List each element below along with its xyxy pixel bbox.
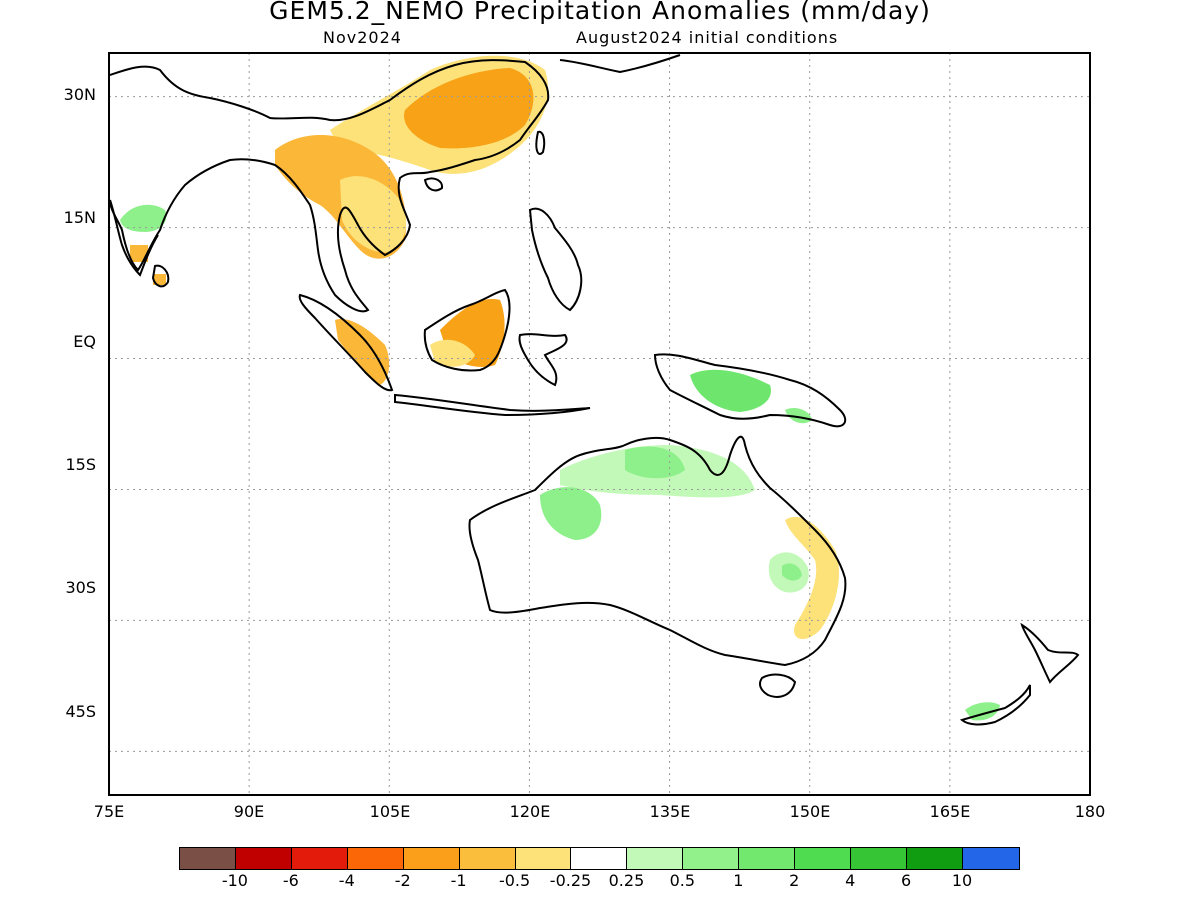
lat-label-15s: 15S xyxy=(65,455,96,474)
lon-label-150e: 150E xyxy=(789,802,831,821)
lon-label-120e: 120E xyxy=(509,802,551,821)
colorbar-swatch xyxy=(235,848,292,869)
coast-asia xyxy=(109,59,550,313)
dry-anomaly-sumatra xyxy=(335,319,390,385)
lon-label-90e: 90E xyxy=(233,802,265,821)
wet-anomaly-kimberley xyxy=(540,487,602,540)
colorbar-label: 0.5 xyxy=(669,871,696,890)
colorbar-swatch xyxy=(739,848,796,869)
coast-java xyxy=(394,393,591,417)
chart-title: GEM5.2_NEMO Precipitation Anomalies (mm/… xyxy=(269,0,931,25)
dry-anomaly-china-core xyxy=(404,68,534,149)
wet-anomaly-png-east xyxy=(785,408,812,424)
coastlines xyxy=(109,54,1080,726)
lon-label-75e: 75E xyxy=(93,802,125,821)
coast-taiwan xyxy=(535,130,546,155)
coast-new-guinea xyxy=(653,353,847,428)
colorbar-label: -6 xyxy=(282,871,299,890)
colorbar-swatch xyxy=(627,848,684,869)
colorbar-label: -0.25 xyxy=(549,871,592,890)
coast-hainan xyxy=(423,177,444,192)
lon-label-135e: 135E xyxy=(649,802,691,821)
colorbar-swatch xyxy=(291,848,348,869)
lat-label-eq: EQ xyxy=(73,332,96,351)
colorbar-swatch xyxy=(571,848,628,869)
colorbar-label: -10 xyxy=(221,871,248,890)
initial-conditions: August2024 initial conditions xyxy=(576,28,839,47)
lat-label-45s: 45S xyxy=(65,702,96,721)
coast-japan xyxy=(559,54,681,74)
colorbar-label: -1 xyxy=(450,871,467,890)
colorbar-label: 1 xyxy=(733,871,744,890)
wet-anomaly-india xyxy=(120,204,167,232)
coast-tasmania xyxy=(759,673,797,698)
coast-sulawesi xyxy=(518,333,568,387)
anomaly-fields xyxy=(120,55,1000,721)
colorbar-swatch xyxy=(180,848,236,869)
coast-philippines xyxy=(528,207,583,312)
coast-borneo xyxy=(423,288,511,372)
dry-anomaly-e-australia xyxy=(785,516,840,640)
colorbar-swatch xyxy=(403,848,460,869)
dry-anomaly-borneo-light xyxy=(430,339,475,367)
colorbar-swatch xyxy=(906,848,963,869)
colorbar xyxy=(179,847,1020,870)
coast-australia xyxy=(468,435,847,667)
colorbar-label: 6 xyxy=(900,871,912,890)
coast-nz-south xyxy=(959,684,1031,726)
dry-anomaly-srilanka xyxy=(153,274,166,285)
colorbar-swatch xyxy=(962,848,1019,869)
colorbar-swatch xyxy=(515,848,572,869)
lat-label-30n: 30N xyxy=(63,85,96,104)
coast-sumatra xyxy=(298,293,394,392)
coast-india xyxy=(109,199,159,277)
colorbar-swatch xyxy=(795,848,852,869)
wet-anomaly-e-australia-core xyxy=(782,563,802,581)
colorbar-label: -2 xyxy=(394,871,411,890)
colorbar-label: 4 xyxy=(845,871,856,890)
colorbar-swatch xyxy=(459,848,516,869)
lat-label-30s: 30S xyxy=(65,578,96,597)
wet-anomaly-n-australia-core xyxy=(625,446,685,479)
coast-srilanka xyxy=(151,264,170,288)
colorbar-swatch xyxy=(683,848,740,869)
lat-lon-grid xyxy=(109,53,1090,795)
colorbar-swatch xyxy=(347,848,404,869)
valid-month: Nov2024 xyxy=(323,28,402,47)
wet-anomaly-new-guinea xyxy=(690,369,771,412)
lon-label-165e: 165E xyxy=(929,802,971,821)
colorbar-swatch xyxy=(851,848,907,869)
lon-label-180: 180 xyxy=(1074,802,1106,821)
colorbar-label: 10 xyxy=(951,871,973,890)
lon-label-105e: 105E xyxy=(369,802,411,821)
lat-label-15n: 15N xyxy=(63,208,96,227)
colorbar-label: 2 xyxy=(789,871,800,890)
coast-nz-north xyxy=(1020,622,1080,684)
colorbar-label: -0.5 xyxy=(498,871,531,890)
colorbar-label: 0.25 xyxy=(608,871,645,890)
plot-frame xyxy=(108,52,1091,796)
colorbar-label: -4 xyxy=(338,871,355,890)
dry-anomaly-india xyxy=(130,245,148,262)
